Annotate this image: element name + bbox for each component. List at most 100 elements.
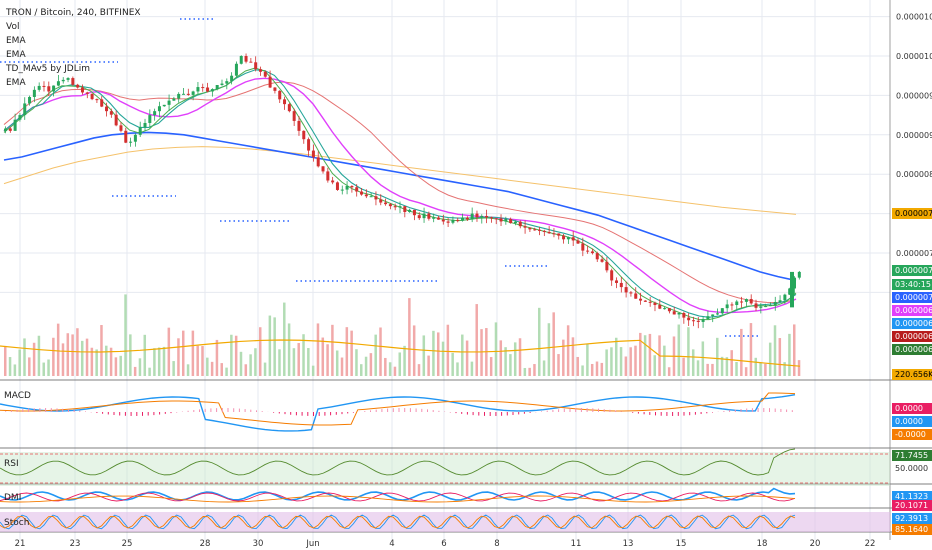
macd-value-tag: -0.0000 xyxy=(892,429,932,440)
volume-bar xyxy=(797,360,801,376)
candle-up xyxy=(720,308,724,314)
candle-down xyxy=(600,259,604,262)
volume-bar xyxy=(95,349,98,376)
legend-ema-2[interactable]: EMA xyxy=(6,50,26,60)
candle-down xyxy=(682,312,686,318)
volume-bar xyxy=(422,335,426,376)
legend-ema-1[interactable]: EMA xyxy=(6,36,26,46)
volume-bar xyxy=(533,364,536,376)
volume-bar xyxy=(273,317,276,376)
volume-bar xyxy=(283,302,286,376)
candle-down xyxy=(509,218,513,224)
candle-down xyxy=(562,235,566,240)
candle-down xyxy=(687,317,691,321)
volume-bar xyxy=(326,344,329,376)
candle-down xyxy=(523,226,527,228)
candle-down xyxy=(119,125,123,131)
stoch-band xyxy=(0,512,890,532)
candle-down xyxy=(624,287,628,293)
candle-down xyxy=(297,120,301,131)
time-axis[interactable]: 21 23 25 28 30 Jun 4 6 8 11 13 15 18 20 22 xyxy=(15,539,876,549)
time-tick-label: 13 xyxy=(623,539,634,549)
candle-down xyxy=(629,292,633,294)
ema-55-line xyxy=(3,81,797,303)
volume-bar xyxy=(85,338,89,376)
candle-down xyxy=(667,308,671,312)
candle-up xyxy=(759,306,763,308)
volume-bar xyxy=(552,312,555,376)
candle-down xyxy=(417,215,421,219)
price-axis[interactable]: 0.00001050 0.00001000 0.00000950 0.00000900… xyxy=(896,13,932,258)
dmi-plus-line xyxy=(0,487,796,501)
candle-up xyxy=(345,186,349,190)
ema-100-line xyxy=(3,131,797,282)
candle-down xyxy=(538,229,542,231)
candle-up xyxy=(340,189,344,191)
candle-up xyxy=(162,104,166,107)
volume-bar xyxy=(417,364,421,376)
volume-bar xyxy=(268,315,272,376)
candle-up xyxy=(566,237,570,240)
candle-down xyxy=(42,85,46,87)
volume-bar xyxy=(595,361,599,376)
candle-up xyxy=(422,213,426,219)
macd-label[interactable]: MACD xyxy=(4,391,31,401)
candle-up xyxy=(735,301,739,306)
candle-down xyxy=(489,217,493,219)
volume-bar xyxy=(788,333,791,376)
price-tick-label: 0.00000850 xyxy=(896,170,932,179)
volume-bar xyxy=(538,307,541,376)
macd-value-tag: 0.0000 xyxy=(892,403,932,414)
candle-up xyxy=(23,103,27,116)
candle-up xyxy=(783,294,787,301)
candle-down xyxy=(658,305,662,309)
candle-down xyxy=(590,251,594,254)
volume-bar xyxy=(278,349,281,376)
volume-bar xyxy=(384,357,387,376)
volume-bar xyxy=(586,344,589,376)
candle-down xyxy=(364,194,368,197)
macd-line xyxy=(0,393,796,432)
rsi-label[interactable]: RSI xyxy=(4,459,19,469)
candle-up xyxy=(167,100,171,105)
candle-down xyxy=(105,106,109,112)
volume-bar xyxy=(143,334,147,376)
dmi-label[interactable]: DMI xyxy=(4,493,22,503)
stoch-label[interactable]: Stoch xyxy=(4,518,30,528)
volume-bar xyxy=(61,343,65,376)
candle-down xyxy=(393,206,397,208)
candle-down xyxy=(302,130,306,140)
candle-up xyxy=(711,314,715,317)
candle-down xyxy=(278,90,282,100)
volume-bar xyxy=(523,367,527,376)
legend-vol[interactable]: Vol xyxy=(6,22,20,32)
candle-up xyxy=(28,96,32,104)
volume-bar xyxy=(210,361,214,376)
candle-up xyxy=(37,85,41,90)
volume-bar xyxy=(90,347,94,376)
legend-ema-3[interactable]: EMA xyxy=(6,78,26,88)
volume-bar xyxy=(489,357,493,376)
volume-bar xyxy=(436,332,440,376)
volume-bar xyxy=(4,345,7,376)
legend-td-mav5[interactable]: TD_MAv5 by JDLim xyxy=(6,64,91,74)
volume-bar xyxy=(157,347,161,376)
price-tick-label: 0.00000750 xyxy=(896,249,932,258)
volume-bar xyxy=(360,364,363,376)
candle-down xyxy=(552,233,556,235)
volume-bar xyxy=(350,330,353,376)
volume-bar xyxy=(720,356,724,376)
dmi-value-tag: 20.1071 xyxy=(892,500,932,511)
volume-bar xyxy=(379,327,382,376)
candle-down xyxy=(595,253,599,260)
candle-up xyxy=(773,301,777,306)
chart-legend: TRON / Bitcoin, 240, BITFINEX Vol EMA EM… xyxy=(6,6,141,90)
volume-bar xyxy=(369,353,373,376)
symbol-title[interactable]: TRON / Bitcoin, 240, BITFINEX xyxy=(6,8,141,18)
candlesticks xyxy=(4,53,801,329)
volume-bar xyxy=(754,357,758,376)
volume-bar xyxy=(177,338,180,376)
candle-up xyxy=(239,56,243,64)
candle-down xyxy=(124,130,128,143)
